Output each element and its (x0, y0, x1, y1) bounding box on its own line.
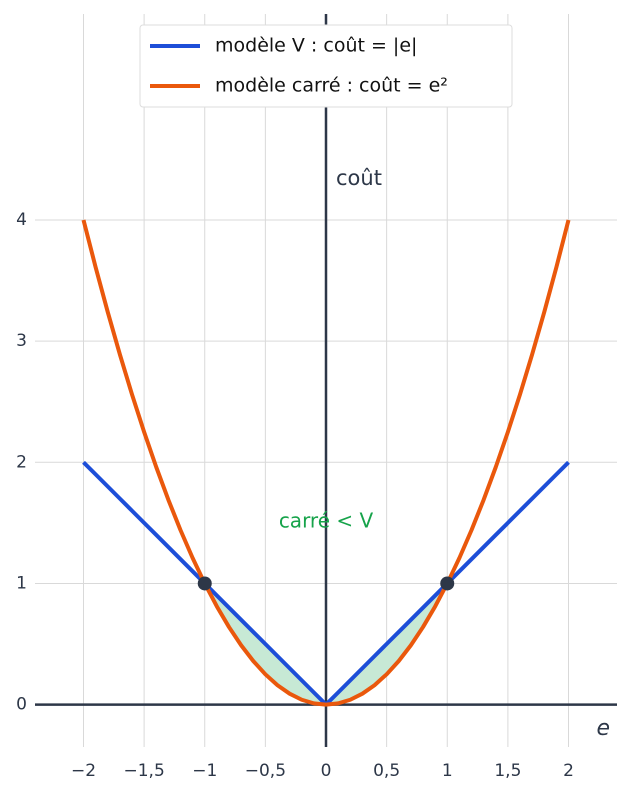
legend-box (139, 24, 513, 108)
x-tick-label: −2 (71, 761, 96, 781)
legend-label: modèle carré : coût = e² (215, 75, 448, 97)
annotation: carré < V (279, 509, 374, 533)
x-tick-label: −0,5 (245, 761, 286, 781)
x-tick-label: 2 (563, 761, 574, 781)
y-tick-label: 3 (16, 331, 27, 351)
point (197, 576, 212, 591)
x-tick-label: −1 (192, 761, 217, 781)
point (440, 576, 455, 591)
x-tick-label: 0 (321, 761, 332, 781)
x-tick-label: −1,5 (123, 761, 164, 781)
x-tick-label: 0,5 (373, 761, 400, 781)
x-axis-label: e (596, 716, 610, 741)
y-tick-label: 1 (16, 573, 27, 593)
y-tick-label: 4 (16, 210, 27, 230)
x-tick-label: 1 (442, 761, 453, 781)
y-tick-label: 2 (16, 452, 27, 472)
y-axis-label: coût (336, 166, 382, 190)
x-tick-label: 1,5 (494, 761, 521, 781)
legend-label: modèle V : coût = |e| (215, 35, 417, 57)
y-tick-label: 0 (16, 695, 27, 715)
line-series (81, 219, 571, 707)
